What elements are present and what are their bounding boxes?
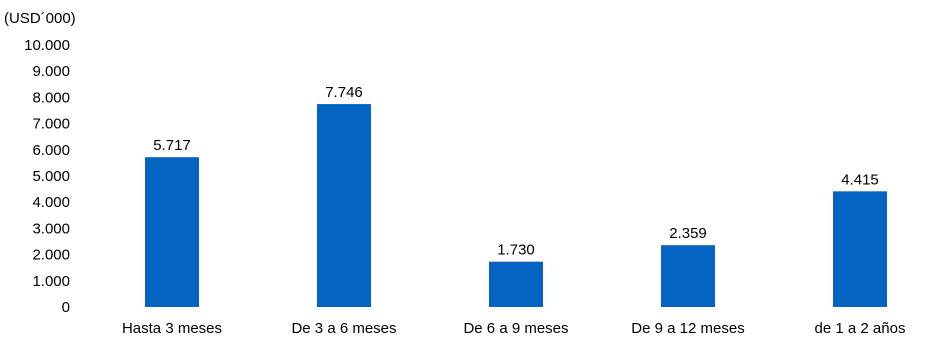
y-tick-label: 0 bbox=[62, 299, 70, 316]
y-tick-label: 5.000 bbox=[32, 168, 70, 185]
y-tick-label: 10.000 bbox=[24, 37, 70, 54]
data-label: 2.359 bbox=[669, 225, 707, 242]
y-axis-unit-label: (USD´000) bbox=[4, 10, 76, 27]
y-tick-label: 6.000 bbox=[32, 142, 70, 159]
y-tick-label: 4.000 bbox=[32, 194, 70, 211]
bar bbox=[317, 104, 371, 307]
y-tick-label: 9.000 bbox=[32, 63, 70, 80]
x-tick-label: Hasta 3 meses bbox=[122, 320, 222, 337]
x-tick-label: De 3 a 6 meses bbox=[291, 320, 396, 337]
y-tick-label: 2.000 bbox=[32, 247, 70, 264]
y-axis: 0 1.000 2.000 3.000 4.000 5.000 6.000 7.000 8.00… bbox=[24, 37, 70, 316]
x-tick-label: De 6 a 9 meses bbox=[463, 320, 568, 337]
data-label: 7.746 bbox=[325, 84, 363, 101]
bar bbox=[489, 261, 543, 307]
data-label: 5.717 bbox=[153, 137, 191, 154]
bar bbox=[145, 157, 199, 307]
data-label: 1.730 bbox=[497, 242, 535, 259]
data-labels: 5.717 7.746 1.730 2.359 4.415 bbox=[153, 84, 879, 259]
y-tick-label: 3.000 bbox=[32, 220, 70, 237]
data-label: 4.415 bbox=[841, 171, 879, 188]
y-tick-label: 7.000 bbox=[32, 116, 70, 133]
bar bbox=[833, 191, 887, 307]
x-axis: Hasta 3 meses De 3 a 6 meses De 6 a 9 mese… bbox=[122, 320, 905, 337]
x-tick-label: de 1 a 2 años bbox=[815, 320, 906, 337]
bars bbox=[145, 104, 887, 307]
y-tick-label: 1.000 bbox=[32, 273, 70, 290]
bar bbox=[661, 245, 715, 307]
y-tick-label: 8.000 bbox=[32, 89, 70, 106]
x-tick-label: De 9 a 12 meses bbox=[631, 320, 744, 337]
